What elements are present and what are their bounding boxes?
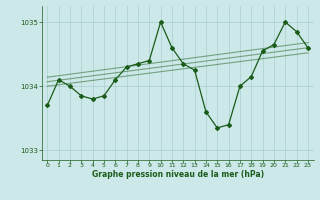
X-axis label: Graphe pression niveau de la mer (hPa): Graphe pression niveau de la mer (hPa) [92, 170, 264, 179]
